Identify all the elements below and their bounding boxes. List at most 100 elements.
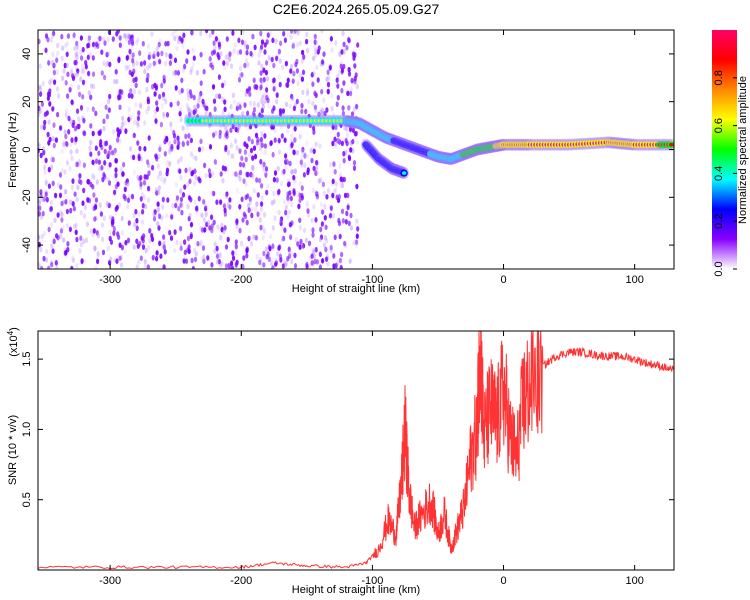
spectrogram-noise-cell (306, 203, 310, 210)
spectrogram-noise-cell (129, 115, 133, 121)
spectrogram-noise-cell (108, 61, 112, 68)
spectrogram-noise-cell (106, 165, 111, 171)
spectrogram-noise-cell (42, 255, 46, 262)
spectrogram-noise-cell (220, 222, 224, 229)
spectrogram-noise-cell (255, 201, 259, 207)
spectrogram-noise-cell (174, 85, 178, 91)
spectrogram-noise-cell (165, 212, 169, 219)
spectrogram-noise-cell (137, 259, 141, 266)
spectrogram-noise-cell (44, 47, 48, 54)
spectrogram-noise-cell (158, 37, 162, 44)
spectrogram-noise-cell (39, 214, 44, 221)
colorbar-tick-label: 0.0 (713, 261, 725, 276)
spectrogram-noise-cell (199, 239, 203, 246)
spectrogram-noise-cell (260, 63, 264, 70)
spectrogram-noise-cell (235, 145, 239, 151)
spectrogram-noise-cell (343, 192, 348, 199)
spectrogram-noise-cell (315, 259, 319, 265)
spectrogram-noise-cell (259, 158, 263, 165)
spectrogram-noise-cell (65, 208, 69, 215)
spectrogram-noise-cell (243, 141, 247, 147)
spectrogram-noise-cell (127, 64, 131, 70)
spectrogram-noise-cell (290, 258, 294, 265)
spectrogram-noise-cell (92, 192, 96, 198)
spectrogram-noise-cell (81, 94, 85, 100)
spectrogram-noise-cell (277, 149, 282, 155)
spectrogram-noise-cell (140, 219, 145, 225)
spectrogram-noise-cell (245, 246, 249, 252)
spectrogram-noise-cell (241, 217, 245, 223)
spectrogram-noise-cell (266, 183, 270, 190)
spectrogram-noise-cell (174, 182, 178, 188)
spectrogram-noise-cell (52, 238, 56, 245)
spectrogram-noise-cell (59, 125, 63, 131)
spectrogram-noise-cell (300, 192, 304, 199)
spectrogram-noise-cell (50, 243, 54, 249)
colorbar-tick-label: 0.4 (713, 166, 725, 181)
spectrogram-noise-cell (39, 152, 43, 159)
spectrogram-noise-cell (290, 93, 294, 100)
spectrogram-noise-cell (234, 243, 238, 250)
spectrogram-noise-cell (290, 30, 294, 34)
spectrogram-noise-cell (40, 265, 44, 269)
spectrogram-noise-cell (290, 251, 294, 257)
spectrogram-noise-cell (135, 217, 139, 224)
spectrogram-noise-cell (325, 76, 329, 83)
spectrogram-noise-cell (78, 162, 82, 168)
spectrogram-y-tick-label: 20 (21, 96, 33, 108)
spectrogram-noise-cell (123, 186, 127, 193)
spectrogram-noise-cell (137, 89, 142, 95)
spectrogram-noise-cell (231, 255, 236, 261)
spectrogram-noise-cell (338, 163, 342, 169)
spectrogram-noise-cell (301, 69, 306, 76)
spectrogram-noise-cell (336, 137, 341, 143)
spectrogram-noise-cell (342, 157, 346, 164)
spectrogram-noise-cell (56, 234, 60, 241)
spectrogram-noise-cell (345, 210, 349, 217)
spectrogram-noise-cell (318, 236, 322, 243)
spectrogram-noise-cell (50, 261, 54, 268)
spectrogram-noise-cell (139, 196, 143, 202)
spectrogram-noise-cell (351, 138, 355, 145)
spectrogram-noise-cell (118, 42, 122, 48)
spectrogram-noise-cell (243, 102, 247, 108)
spectrogram-noise-cell (264, 246, 268, 252)
spectrogram-noise-cell (145, 174, 149, 180)
spectrogram-noise-cell (127, 116, 131, 123)
spectrogram-noise-cell (75, 196, 79, 203)
spectrogram-noise-cell (291, 43, 295, 50)
spectrogram-noise-cell (272, 86, 276, 92)
spectrogram-noise-cell (348, 258, 352, 265)
snr-y-tick-label: 0.5 (21, 492, 33, 507)
spectrogram-noise-cell (300, 102, 304, 109)
spectrogram-noise-cell (262, 93, 266, 99)
spectrogram-noise-cell (328, 64, 332, 70)
spectrogram-noise-cell (189, 221, 194, 228)
spectrogram-noise-cell (115, 258, 119, 265)
spectrogram-noise-cell (189, 93, 193, 99)
spectrogram-noise-cell (196, 103, 200, 109)
spectrogram-noise-cell (159, 121, 163, 128)
spectrogram-noise-cell (87, 197, 92, 204)
spectrogram-noise-cell (184, 167, 188, 174)
spectrogram-noise-cell (335, 101, 339, 107)
spectrogram-noise-cell (82, 162, 86, 168)
spectrogram-noise-cell (176, 100, 180, 107)
spectrogram-noise-cell (266, 76, 270, 82)
spectrogram-noise-cell (52, 30, 56, 37)
spectrogram-noise-cell (96, 251, 100, 257)
spectrogram-noise-cell (293, 126, 297, 132)
spectrogram-noise-cell (230, 260, 234, 267)
spectrogram-noise-cell (277, 74, 281, 80)
spectrogram-noise-cell (202, 68, 206, 75)
spectrogram-noise-cell (80, 258, 84, 264)
spectrogram-noise-cell (208, 225, 212, 231)
spectrogram-noise-cell (336, 83, 340, 89)
spectrogram-noise-cell (306, 89, 310, 96)
spectrogram-noise-cell (65, 222, 69, 229)
spectrogram-noise-cell (222, 64, 226, 71)
spectrogram-noise-cell (269, 260, 274, 267)
spectrogram-noise-cell (82, 117, 86, 124)
spectrogram-noise-cell (126, 237, 131, 244)
spectrogram-noise-cell (248, 152, 252, 158)
